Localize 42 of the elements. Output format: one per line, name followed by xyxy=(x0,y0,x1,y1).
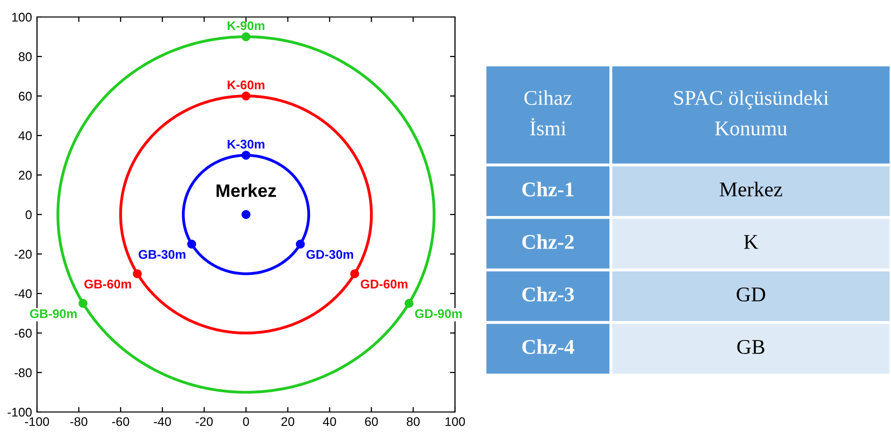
x-tick-label: -100 xyxy=(25,417,50,426)
text: GD xyxy=(736,287,766,302)
annotation: K-90m xyxy=(228,21,264,30)
text: Merkez xyxy=(720,182,782,196)
annotation: GD-30m xyxy=(306,250,354,259)
x-tick-label: -20 xyxy=(196,417,213,426)
x-tick-label: 40 xyxy=(322,417,336,426)
y-tick-label: -100 xyxy=(8,408,32,417)
text: Chz-1 xyxy=(522,182,574,196)
annotation: K-30m xyxy=(228,140,264,149)
x-tick-label: 60 xyxy=(365,417,378,426)
annotation: GB-30m xyxy=(138,250,186,259)
y-tick-label: -60 xyxy=(14,328,32,338)
y-tick-label: 60 xyxy=(18,92,32,101)
y-tick-label: -40 xyxy=(14,289,32,298)
annotation: GD-60m xyxy=(360,280,408,288)
x-tick-label: 80 xyxy=(406,417,420,426)
x-tick-label: -40 xyxy=(154,417,171,426)
text: Chz-3 xyxy=(522,286,574,302)
y-tick-label: -20 xyxy=(14,250,32,259)
y-tick-label: 0 xyxy=(26,210,32,220)
annotation: Merkez xyxy=(216,184,276,198)
text: Chz-2 xyxy=(522,234,574,249)
y-tick-label: 40 xyxy=(18,131,32,140)
text: SPAC ölçüsündeki Konumu xyxy=(674,90,829,136)
y-tick-label: 20 xyxy=(18,170,32,180)
x-tick-label: 20 xyxy=(281,417,294,426)
annotation: GD-90m xyxy=(415,309,462,318)
y-tick-label: -80 xyxy=(14,368,32,378)
text: GB xyxy=(737,340,764,354)
x-tick-label: 0 xyxy=(243,417,249,426)
y-tick-label: 80 xyxy=(18,52,32,62)
text: Cihaz İsmi xyxy=(524,90,572,136)
x-tick-label: -60 xyxy=(112,417,130,426)
annotation: GB-90m xyxy=(30,309,77,318)
x-tick-label: 100 xyxy=(446,417,465,426)
annotation: K-60m xyxy=(228,80,264,90)
y-tick-label: 100 xyxy=(12,12,32,22)
text: K xyxy=(744,235,758,249)
annotation: GB-60m xyxy=(84,280,131,288)
x-tick-label: -80 xyxy=(70,417,88,426)
text: Chz-4 xyxy=(522,339,574,354)
